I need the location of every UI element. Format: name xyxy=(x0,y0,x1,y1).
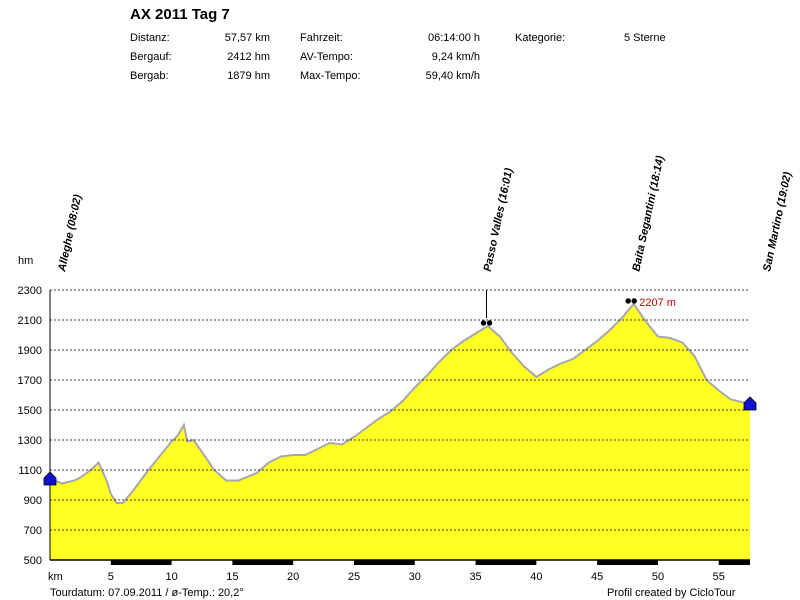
flag-marker-icon xyxy=(43,471,57,486)
y-tick-label: 1300 xyxy=(18,435,42,447)
x-tick-label: 45 xyxy=(591,571,603,583)
x-axis-band-segment xyxy=(353,560,415,565)
x-tick-label: 5 xyxy=(108,571,114,583)
x-tick-label: 35 xyxy=(469,571,481,583)
x-axis-band-segment xyxy=(232,560,294,565)
stat-value-ascent: 2412 hm xyxy=(227,51,270,63)
max-elevation-label: 2207 m xyxy=(639,297,676,309)
y-tick-label: 2300 xyxy=(18,285,42,297)
elevation-line xyxy=(49,302,751,504)
stat-label-category: Kategorie: xyxy=(515,32,566,44)
stat-label-ascent: Bergauf: xyxy=(130,51,172,63)
x-tick-label: 50 xyxy=(652,571,664,583)
stat-value-category: 5 Sterne xyxy=(624,32,666,44)
y-tick-label: 900 xyxy=(24,495,42,507)
y-tick-label: 1500 xyxy=(18,405,42,417)
x-tick-label: 20 xyxy=(287,571,299,583)
stat-value-max-speed: 59,40 km/h xyxy=(425,70,480,82)
stat-label-max-speed: Max-Tempo: xyxy=(300,70,361,82)
stat-value-distance: 57,57 km xyxy=(224,32,270,44)
elevation-area xyxy=(50,303,750,560)
binoculars-lens xyxy=(486,320,493,326)
y-tick-label: 1700 xyxy=(18,375,42,387)
x-tick-label: 55 xyxy=(713,571,725,583)
x-tick-label: 10 xyxy=(165,571,177,583)
waypoint-label: Baita Segantini (18:14) xyxy=(630,154,666,272)
waypoint-label: Alleghe (08:02) xyxy=(56,193,84,273)
y-tick-label: 700 xyxy=(24,525,42,537)
x-axis-band-segment xyxy=(597,560,658,565)
y-tick-label: 1100 xyxy=(18,465,42,477)
y-tick-label: 1900 xyxy=(18,345,42,357)
stat-label-descent: Bergab: xyxy=(130,70,169,82)
y-tick-label: 500 xyxy=(24,555,42,567)
x-axis-label: km xyxy=(48,571,63,583)
waypoint-label: Passo Valles (16:01) xyxy=(482,167,516,273)
footer-tour-info: Tourdatum: 07.09.2011 / ø-Temp.: 20,2° xyxy=(50,587,244,599)
y-tick-label: 2100 xyxy=(18,315,42,327)
footer-credit: Profil created by CicloTour xyxy=(607,587,736,599)
stat-value-descent: 1879 hm xyxy=(227,70,270,82)
binoculars-icon xyxy=(480,320,493,326)
binoculars-icon xyxy=(625,298,637,304)
binoculars-lens xyxy=(631,298,637,304)
stat-label-avg-speed: AV-Tempo: xyxy=(300,51,353,63)
flag-marker-icon xyxy=(743,396,757,411)
x-tick-label: 40 xyxy=(530,571,542,583)
waypoint-label: San Martino (19:02) xyxy=(761,171,794,273)
binoculars-lens xyxy=(480,320,487,326)
stat-label-ride-time: Fahrzeit: xyxy=(300,32,343,44)
x-tick-label: 30 xyxy=(409,571,421,583)
x-tick-label: 25 xyxy=(348,571,360,583)
stat-value-avg-speed: 9,24 km/h xyxy=(431,51,480,63)
x-axis-band-segment xyxy=(718,560,750,565)
stat-value-ride-time: 06:14:00 h xyxy=(428,32,480,44)
y-axis-label: hm xyxy=(18,255,33,267)
x-axis-band-segment xyxy=(475,560,537,565)
stat-label-distance: Distanz: xyxy=(130,32,170,44)
binoculars-lens xyxy=(625,298,631,304)
x-axis-band-segment xyxy=(110,560,172,565)
x-tick-label: 15 xyxy=(226,571,238,583)
chart-title: AX 2011 Tag 7 xyxy=(130,6,230,23)
